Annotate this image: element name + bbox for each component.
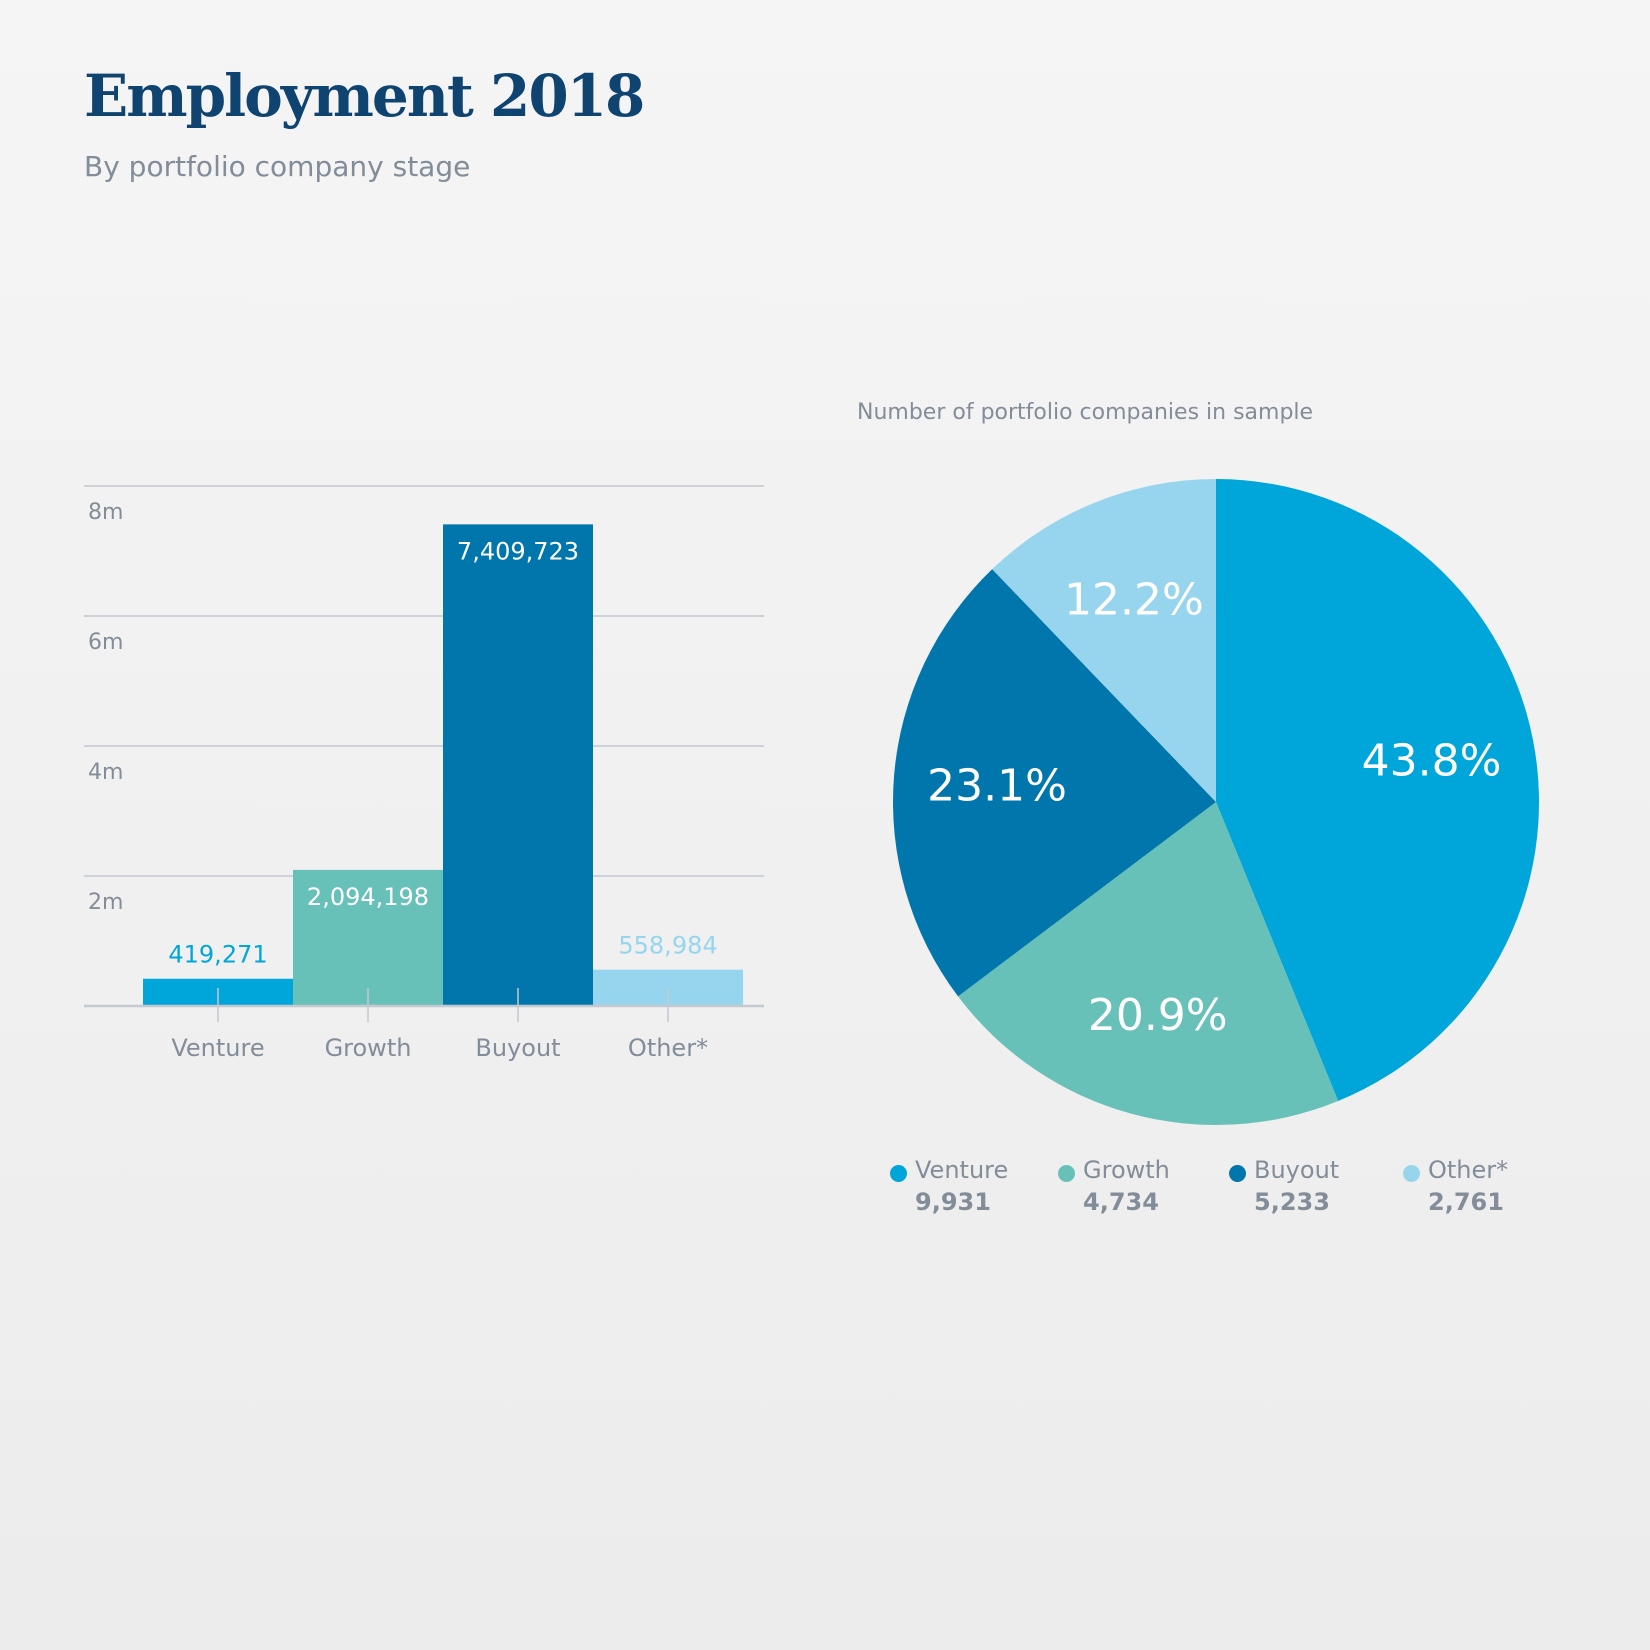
- legend-label-venture: Venture: [915, 1156, 1009, 1184]
- legend-label-growth: Growth: [1083, 1156, 1170, 1184]
- chart-title: Employment 2018: [84, 62, 645, 130]
- y-tick-label: 2m: [88, 890, 123, 915]
- bar-value-label-other: 558,984: [618, 932, 717, 960]
- bar-buyout: [443, 524, 593, 1006]
- bar-value-label-venture: 419,271: [168, 941, 267, 969]
- legend-dot-buyout: [1229, 1165, 1246, 1182]
- legend-dot-other: [1403, 1165, 1420, 1182]
- pie-percent-label-growth: 20.9%: [1088, 990, 1228, 1041]
- bar-growth: [293, 869, 443, 1006]
- pie-percent-label-venture: 43.8%: [1362, 736, 1502, 787]
- legend-count-other: 2,761: [1428, 1188, 1504, 1216]
- x-tick-label-venture: Venture: [171, 1034, 264, 1062]
- pie-legend: Venture 9,931 Growth 4,734 Buyout 5,233 …: [880, 1156, 1510, 1226]
- pie-percent-label-other: 12.2%: [1064, 574, 1204, 625]
- legend-label-buyout: Buyout: [1254, 1156, 1340, 1184]
- legend-dot-venture: [890, 1165, 907, 1182]
- pie-caption: Number of portfolio companies in sample: [857, 400, 1314, 425]
- x-tick-label-growth: Growth: [325, 1034, 412, 1062]
- legend-dot-growth: [1058, 1165, 1075, 1182]
- x-tick-label-buyout: Buyout: [475, 1034, 560, 1062]
- legend-count-growth: 4,734: [1083, 1188, 1159, 1216]
- y-tick-label: 6m: [88, 630, 123, 655]
- legend-count-buyout: 5,233: [1254, 1188, 1330, 1216]
- pie-percent-label-buyout: 23.1%: [927, 761, 1067, 812]
- bar-chart: 2m 4m 6m 8m 419,271 Venture 2,094,198 Growth 7,4…: [84, 485, 764, 1062]
- bar-value-label-buyout: 7,409,723: [457, 537, 579, 565]
- pie-slice-buyout: [893, 569, 1216, 997]
- pie-chart: 43.8% 20.9% 23.1% 12.2%: [893, 479, 1539, 1125]
- x-tick-label-other: Other*: [628, 1034, 708, 1062]
- chart-subtitle: By portfolio company stage: [84, 150, 471, 183]
- legend-label-other: Other*: [1428, 1156, 1509, 1184]
- pie-slice-other: [992, 479, 1216, 802]
- y-tick-label: 8m: [88, 500, 123, 525]
- pie-slice-growth: [958, 802, 1339, 1125]
- pie-slice-venture: [1216, 479, 1539, 1102]
- legend-count-venture: 9,931: [915, 1188, 991, 1216]
- y-tick-label: 4m: [88, 760, 123, 785]
- bar-value-label-growth: 2,094,198: [307, 883, 429, 911]
